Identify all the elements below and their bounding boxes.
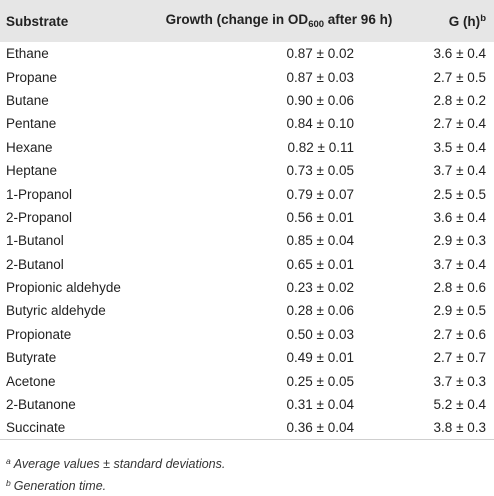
cell-generation-time: 2.7 ± 0.4	[433, 116, 486, 132]
cell-generation-time: 2.8 ± 0.2	[433, 92, 486, 108]
footnotes: a Average values ± standard deviations. b…	[6, 452, 225, 496]
growth-table: Substrate Growth (change in OD600 after …	[0, 0, 494, 441]
cell-generation-time: 2.7 ± 0.6	[433, 326, 486, 342]
table-header: Substrate Growth (change in OD600 after …	[0, 0, 494, 42]
header-growth-subscript: 600	[308, 19, 325, 30]
cell-substrate: Acetone	[6, 373, 56, 389]
cell-growth: 0.56 ± 0.01	[286, 209, 354, 225]
cell-generation-time: 2.7 ± 0.5	[433, 69, 486, 85]
table-row: 2-Propanol 0.56 ± 0.01 3.6 ± 0.4	[0, 206, 494, 229]
header-substrate: Substrate	[0, 0, 154, 42]
cell-generation-time: 3.7 ± 0.4	[433, 163, 486, 179]
cell-substrate: Pentane	[6, 116, 57, 132]
table-row: 1-Butanol 0.85 ± 0.04 2.9 ± 0.3	[0, 229, 494, 252]
cell-growth: 0.84 ± 0.10	[286, 116, 354, 132]
cell-growth: 0.87 ± 0.03	[286, 69, 354, 85]
table-row: Butyric aldehyde 0.28 ± 0.06 2.9 ± 0.5	[0, 299, 494, 322]
footnote-a: a Average values ± standard deviations.	[6, 452, 225, 474]
header-generation-time: G (h)b	[404, 0, 494, 42]
cell-substrate: 2-Propanol	[6, 209, 73, 225]
table-row: Butane 0.90 ± 0.06 2.8 ± 0.2	[0, 89, 494, 112]
footnote-b: b Generation time.	[6, 474, 225, 496]
cell-substrate: Propionic aldehyde	[6, 280, 121, 296]
cell-generation-time: 2.7 ± 0.7	[433, 350, 486, 366]
cell-generation-time: 3.8 ± 0.3	[404, 416, 494, 441]
cell-growth: 0.23 ± 0.02	[286, 280, 354, 296]
cell-substrate: Hexane	[6, 139, 53, 155]
table-row: Propane 0.87 ± 0.03 2.7 ± 0.5	[0, 65, 494, 88]
table-row: 2-Butanol 0.65 ± 0.01 3.7 ± 0.4	[0, 253, 494, 276]
cell-growth: 0.25 ± 0.05	[286, 373, 354, 389]
cell-generation-time: 3.5 ± 0.4	[433, 139, 486, 155]
cell-substrate: 2-Butanol	[6, 256, 64, 272]
cell-substrate: Succinate	[0, 416, 154, 441]
cell-substrate: Propane	[6, 69, 58, 85]
cell-growth: 0.90 ± 0.06	[286, 92, 354, 108]
header-g-label: G (h)	[448, 14, 481, 29]
cell-generation-time: 3.7 ± 0.3	[433, 373, 486, 389]
cell-generation-time: 2.9 ± 0.5	[433, 303, 486, 319]
cell-growth: 0.85 ± 0.04	[286, 233, 354, 249]
cell-growth: 0.31 ± 0.04	[286, 397, 354, 413]
header-growth-label: Growth (change in OD	[165, 12, 309, 27]
header-growth-tail: after 96 h)	[324, 12, 393, 27]
cell-substrate: Propionate	[6, 326, 72, 342]
footnote-b-mark: b	[6, 478, 11, 488]
table-row: Propionic aldehyde 0.23 ± 0.02 2.8 ± 0.6	[0, 276, 494, 299]
cell-substrate: Butane	[6, 92, 49, 108]
table-row: Pentane 0.84 ± 0.10 2.7 ± 0.4	[0, 112, 494, 135]
table-row: Acetone 0.25 ± 0.05 3.7 ± 0.3	[0, 369, 494, 392]
cell-substrate: 1-Butanol	[6, 233, 64, 249]
cell-growth: 0.28 ± 0.06	[286, 303, 354, 319]
table-row: Ethane 0.87 ± 0.02 3.6 ± 0.4	[0, 42, 494, 65]
table-row: Hexane 0.82 ± 0.11 3.5 ± 0.4	[0, 136, 494, 159]
header-row: Substrate Growth (change in OD600 after …	[0, 0, 494, 42]
cell-growth: 0.49 ± 0.01	[286, 350, 354, 366]
cell-generation-time: 5.2 ± 0.4	[433, 397, 486, 413]
cell-substrate: Butyric aldehyde	[6, 303, 106, 319]
cell-substrate: 1-Propanol	[6, 186, 73, 202]
data-table-container: Substrate Growth (change in OD600 after …	[0, 0, 494, 441]
table-row: Propionate 0.50 ± 0.03 2.7 ± 0.6	[0, 323, 494, 346]
cell-growth: 0.50 ± 0.03	[286, 326, 354, 342]
table-row: Succinate 0.36 ± 0.04 3.8 ± 0.3	[0, 416, 494, 441]
cell-growth: 0.87 ± 0.02	[286, 46, 354, 62]
footnote-a-text: Average values ± standard deviations.	[13, 457, 226, 471]
header-growth: Growth (change in OD600 after 96 h)	[154, 0, 404, 42]
table-row: 1-Propanol 0.79 ± 0.07 2.5 ± 0.5	[0, 182, 494, 205]
table-row: Butyrate 0.49 ± 0.01 2.7 ± 0.7	[0, 346, 494, 369]
table-row: 2-Butanone 0.31 ± 0.04 5.2 ± 0.4	[0, 393, 494, 416]
table-row: Heptane 0.73 ± 0.05 3.7 ± 0.4	[0, 159, 494, 182]
cell-substrate: 2-Butanone	[6, 397, 76, 413]
cell-growth: 0.65 ± 0.01	[286, 256, 354, 272]
table-body: Ethane 0.87 ± 0.02 3.6 ± 0.4 Propane 0.87 ± …	[0, 42, 494, 441]
cell-substrate: Butyrate	[6, 350, 57, 366]
footnote-b-text: Generation time.	[13, 479, 107, 493]
cell-generation-time: 3.6 ± 0.4	[433, 209, 486, 225]
cell-generation-time: 3.7 ± 0.4	[433, 256, 486, 272]
cell-growth: 0.36 ± 0.04	[154, 416, 404, 441]
cell-generation-time: 2.5 ± 0.5	[433, 186, 486, 202]
cell-generation-time: 3.6 ± 0.4	[433, 46, 486, 62]
cell-growth: 0.73 ± 0.05	[286, 163, 354, 179]
header-substrate-label: Substrate	[6, 13, 69, 29]
cell-generation-time: 2.8 ± 0.6	[433, 280, 486, 296]
cell-growth: 0.82 ± 0.11	[287, 139, 354, 155]
cell-growth: 0.79 ± 0.07	[286, 186, 354, 202]
header-g-superscript: b	[480, 13, 486, 24]
footnote-a-mark: a	[6, 456, 11, 466]
cell-generation-time: 2.9 ± 0.3	[433, 233, 486, 249]
cell-substrate: Heptane	[6, 163, 58, 179]
cell-substrate: Ethane	[6, 46, 49, 62]
